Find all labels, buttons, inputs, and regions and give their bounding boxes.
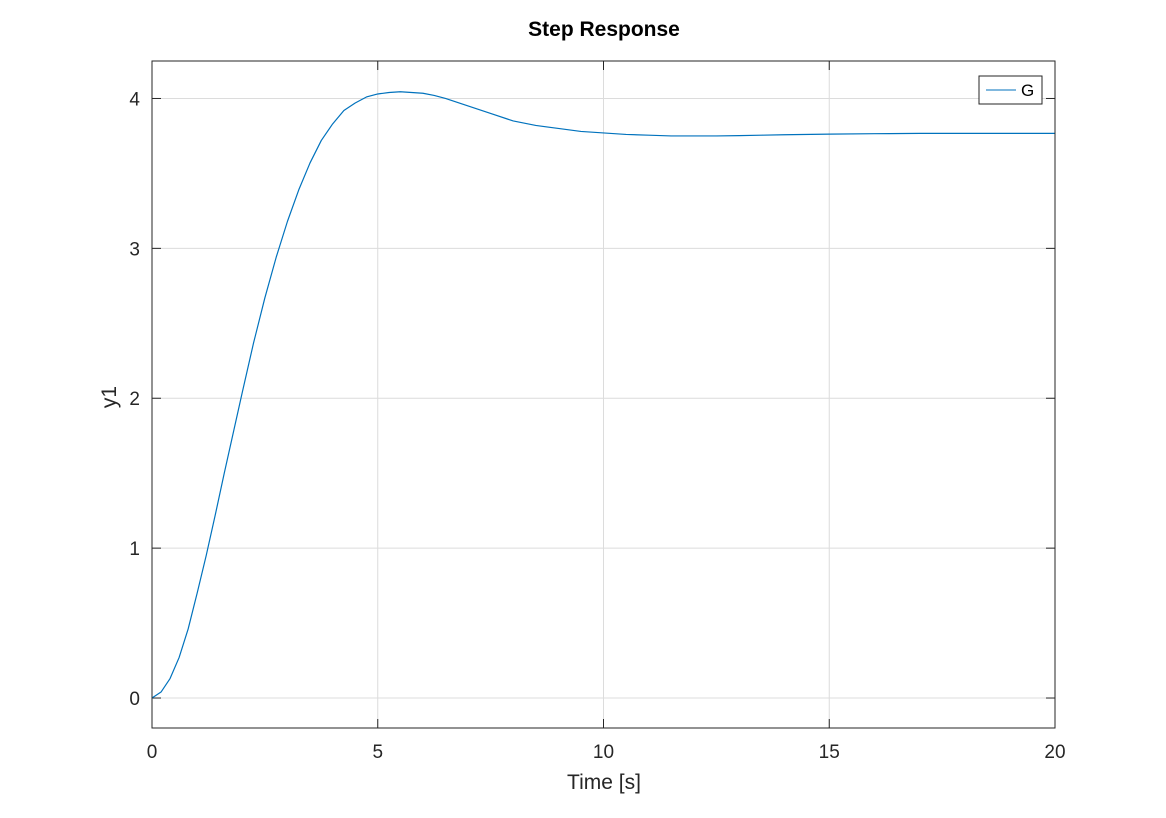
series-line-g	[151, 91, 1055, 699]
series-group	[151, 91, 1055, 699]
y-tick-label-1: 1	[129, 539, 140, 560]
x-tick-label-15: 15	[819, 742, 840, 763]
tick-labels: 0 5 10 15 20 0 1 2 3 4	[129, 89, 1065, 763]
x-axis-label: Time [s]	[567, 771, 641, 794]
y-tick-label-4: 4	[129, 89, 140, 110]
y-tick-label-0: 0	[129, 689, 140, 710]
y-tick-label-3: 3	[129, 239, 140, 260]
x-tick-label-10: 10	[593, 742, 614, 763]
x-tick-label-20: 20	[1044, 742, 1065, 763]
plot-frame	[151, 60, 1056, 729]
x-tick-label-0: 0	[147, 742, 158, 763]
chart-title: Step Response	[528, 18, 680, 41]
y-axis-label: y1	[98, 386, 121, 408]
legend: G	[978, 75, 1043, 105]
legend-label-g: G	[1021, 81, 1034, 100]
x-tick-label-5: 5	[372, 742, 383, 763]
y-tick-label-2: 2	[129, 389, 140, 410]
